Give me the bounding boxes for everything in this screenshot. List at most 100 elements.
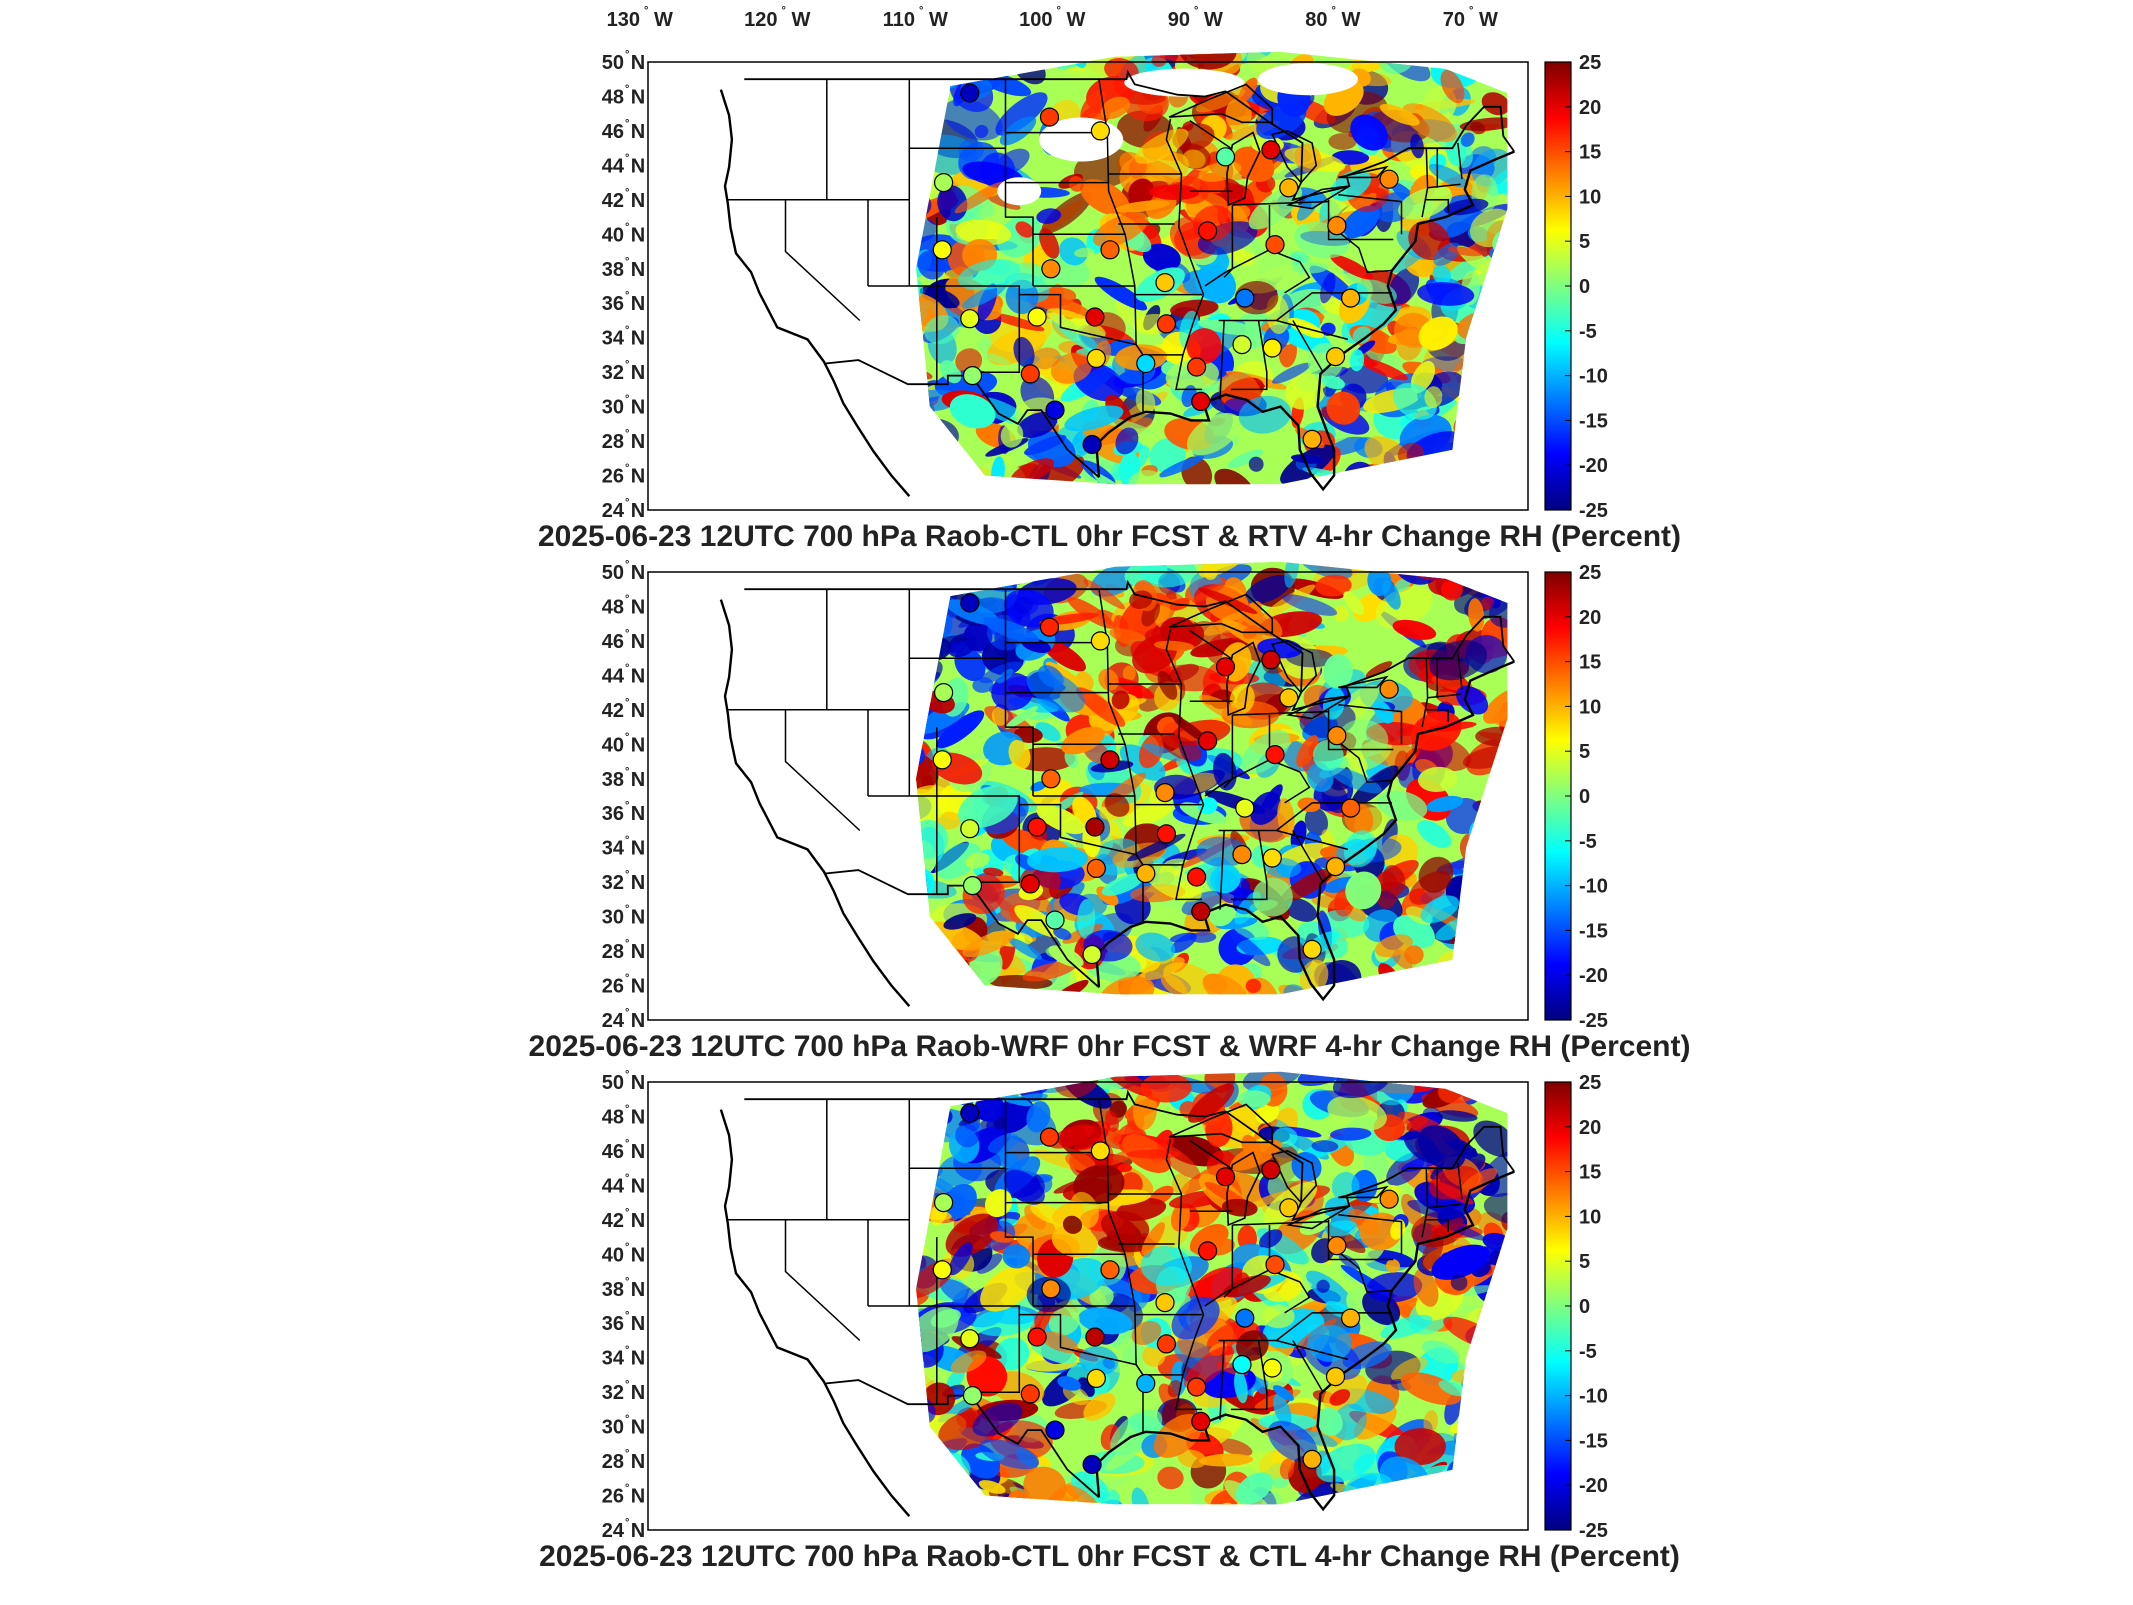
field-cell xyxy=(1359,1212,1403,1251)
field-cell xyxy=(1410,133,1424,159)
colorbar-tick-label: 25 xyxy=(1579,562,1601,584)
degree-symbol: ° xyxy=(625,1207,629,1219)
lon-hemisphere: W xyxy=(929,9,948,31)
field-cell xyxy=(1417,766,1458,792)
field-cell xyxy=(1015,221,1034,238)
field-cell xyxy=(1296,735,1319,767)
raob-station-marker xyxy=(1379,1189,1399,1209)
lat-hemisphere: N xyxy=(631,224,645,246)
colorbar-tick-label: 10 xyxy=(1579,696,1601,718)
field-cell xyxy=(955,219,1012,246)
field-cell xyxy=(1160,1294,1191,1320)
field-cell xyxy=(1272,1385,1294,1401)
state-border xyxy=(1019,803,1137,856)
mexico-border xyxy=(825,869,1100,988)
field-cell xyxy=(999,116,1037,146)
lat-tick-label: 40 xyxy=(602,224,624,246)
raob-station-marker xyxy=(1086,1368,1106,1389)
lon-tick-label: 110 xyxy=(883,9,915,31)
field-cell xyxy=(1438,1380,1465,1397)
lat-hemisphere: N xyxy=(631,562,645,584)
field-cell xyxy=(1222,1275,1271,1298)
latitude-labels: 50 ° N48 ° N46 ° N44 ° N42 ° N40 ° N38 ° N36 ° N34 ° N32 ° N… xyxy=(602,559,645,1032)
field-cell xyxy=(1450,1274,1468,1291)
state-border xyxy=(1427,183,1461,189)
state-border xyxy=(1276,1339,1349,1361)
field-cell xyxy=(1459,1168,1498,1196)
field-cell xyxy=(1002,1244,1031,1269)
lat-tick-label: 36 xyxy=(602,293,624,315)
canada-border xyxy=(744,1089,1516,1222)
field-cell xyxy=(1005,706,1039,729)
raob-station-marker xyxy=(1302,429,1322,449)
degree-symbol: ° xyxy=(625,1414,629,1426)
raob-station-marker xyxy=(1090,631,1111,651)
field-cell xyxy=(1238,77,1258,102)
field-cell xyxy=(1290,820,1307,851)
state-border xyxy=(1327,709,1394,751)
degree-symbol: ° xyxy=(625,152,629,164)
raob-station-marker xyxy=(962,1385,983,1406)
raob-station-marker xyxy=(1082,1454,1102,1475)
lat-tick-label: 32 xyxy=(602,1382,624,1404)
field-cell xyxy=(1135,388,1156,415)
colorbar-tick-label: 5 xyxy=(1579,1251,1590,1273)
great-lake-outline xyxy=(1271,640,1318,694)
state-border xyxy=(1189,119,1232,149)
field-cell xyxy=(1140,956,1185,981)
state-border xyxy=(1004,1099,1034,1306)
field-cell xyxy=(1385,1259,1401,1273)
field-cell xyxy=(1418,316,1458,351)
field-cell xyxy=(1131,1487,1150,1505)
degree-symbol: ° xyxy=(625,83,629,95)
state-border xyxy=(1098,589,1144,922)
lat-tick-label: 28 xyxy=(602,1451,624,1473)
field-cell xyxy=(916,51,922,54)
great-lake-outline xyxy=(1271,1150,1318,1204)
raob-station-marker xyxy=(1235,798,1255,818)
field-cell xyxy=(1349,349,1365,372)
field-cell xyxy=(1417,1125,1466,1170)
field-cell xyxy=(1175,561,1223,565)
raob-station-marker xyxy=(1136,1373,1156,1394)
field-cell xyxy=(1245,978,1262,994)
state-border xyxy=(1327,1219,1394,1261)
field-cell xyxy=(1329,1389,1351,1406)
great-lake-outline xyxy=(1226,641,1261,717)
colorbar-tick-label: 15 xyxy=(1579,1162,1601,1184)
colorbar-tick-label: 5 xyxy=(1579,231,1590,253)
raob-station-marker xyxy=(1325,347,1346,367)
great-lake-outline xyxy=(1286,1205,1350,1230)
great-lake-outline xyxy=(1226,1151,1261,1227)
degree-symbol: ° xyxy=(625,1069,629,1081)
field-cell xyxy=(1195,88,1246,113)
raob-station-marker xyxy=(1186,867,1207,887)
raob-station-marker xyxy=(1340,288,1361,308)
field-cell xyxy=(1046,308,1106,338)
state-border xyxy=(1457,1162,1463,1200)
raob-station-marker xyxy=(1279,178,1299,198)
state-border xyxy=(1276,319,1349,341)
raob-station-marker xyxy=(1100,1260,1120,1280)
state-border xyxy=(1328,733,1392,783)
west-coastline xyxy=(719,1109,911,1517)
field-cell xyxy=(1030,1339,1077,1364)
state-border xyxy=(1143,864,1203,901)
field-cell xyxy=(1304,807,1329,836)
field-cell xyxy=(1114,200,1170,213)
raob-station-marker xyxy=(960,309,980,329)
field-cell xyxy=(1153,640,1195,651)
field-cell xyxy=(1026,1101,1051,1133)
field-cell xyxy=(945,1213,999,1257)
field-cell xyxy=(982,616,1040,644)
latitude-labels: 50 ° N48 ° N46 ° N44 ° N42 ° N40 ° N38 ° N36 ° N34 ° N32 ° N… xyxy=(602,49,645,522)
state-border xyxy=(1004,589,1034,796)
field-cell xyxy=(1030,347,1061,370)
state-border xyxy=(1189,1139,1232,1169)
field-cell xyxy=(1163,962,1219,995)
field-cell xyxy=(1400,1372,1462,1406)
field-cell xyxy=(1330,254,1374,280)
colorbar-tick-label: 20 xyxy=(1579,1117,1601,1139)
raob-station-marker xyxy=(1136,863,1156,884)
raob-station-marker xyxy=(1156,824,1177,844)
